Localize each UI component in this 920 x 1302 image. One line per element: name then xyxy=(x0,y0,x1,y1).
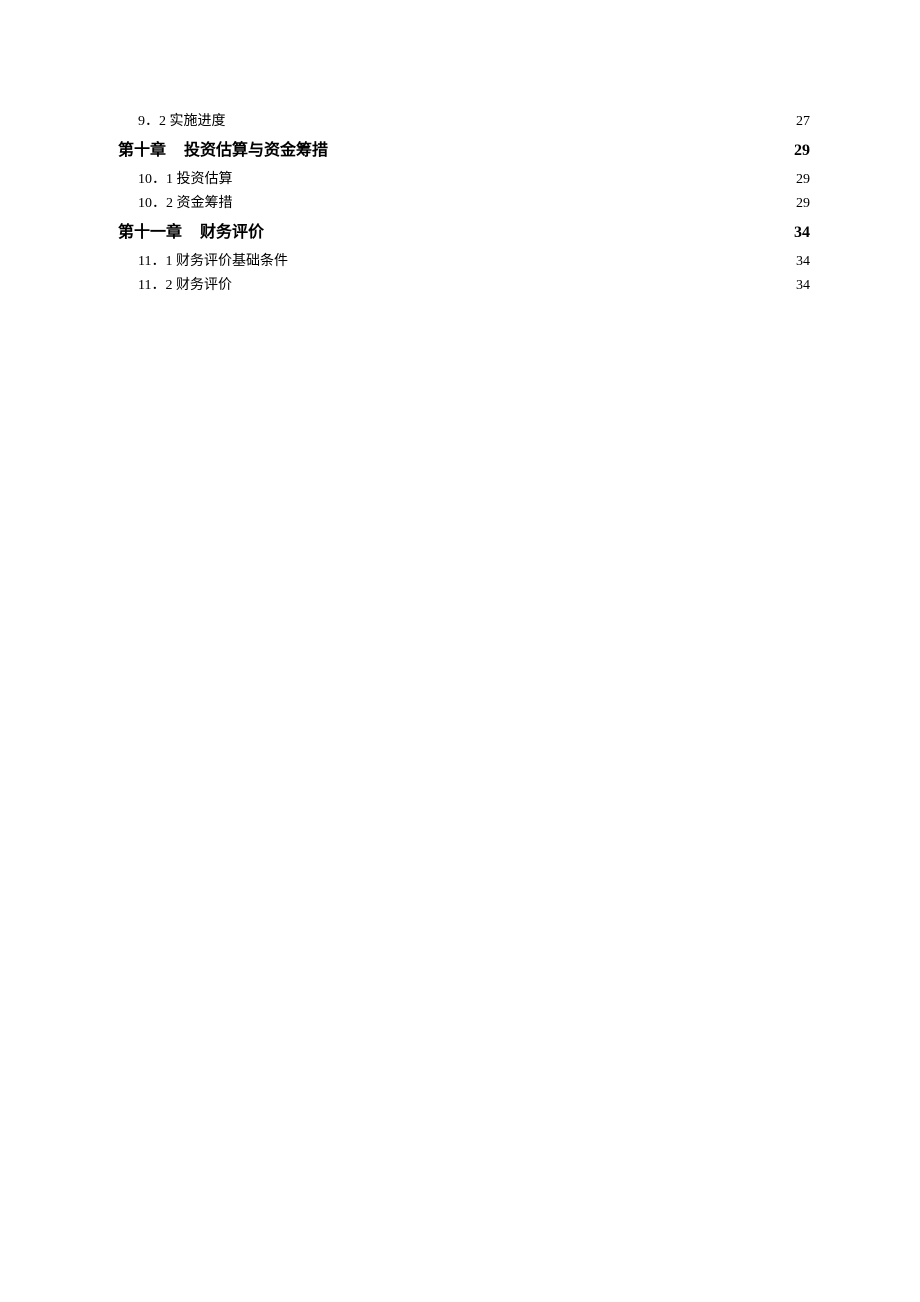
toc-page: 29 xyxy=(796,192,810,216)
toc-page: 29 xyxy=(794,134,810,168)
toc-chapter-prefix: 第十一章 xyxy=(118,216,182,250)
toc-label: 9．2 实施进度 xyxy=(138,110,226,134)
toc-page: 34 xyxy=(796,274,810,298)
toc-label: 10．2 资金筹措 xyxy=(138,192,233,216)
toc-chapter-prefix: 第十章 xyxy=(118,134,166,168)
toc-entry-sub: 9．2 实施进度 27 xyxy=(118,110,810,134)
toc-page: 27 xyxy=(796,110,810,134)
toc-entry-sub: 10．1 投资估算 29 xyxy=(118,168,810,192)
toc-entry-sub: 11．2 财务评价 34 xyxy=(118,274,810,298)
toc-entry-chapter: 第十章 投资估算与资金筹措 29 xyxy=(118,134,810,168)
toc-page: 34 xyxy=(796,250,810,274)
toc-container: 9．2 实施进度 27 第十章 投资估算与资金筹措 29 10．1 投资估算 2… xyxy=(118,110,810,298)
toc-entry-sub: 10．2 资金筹措 29 xyxy=(118,192,810,216)
toc-chapter-title: 财务评价 xyxy=(200,216,264,250)
toc-entry-sub: 11．1 财务评价基础条件 34 xyxy=(118,250,810,274)
toc-label: 10．1 投资估算 xyxy=(138,168,233,192)
toc-page: 34 xyxy=(794,216,810,250)
toc-chapter-title: 投资估算与资金筹措 xyxy=(184,134,328,168)
toc-label: 11．1 财务评价基础条件 xyxy=(138,250,288,274)
toc-entry-chapter: 第十一章 财务评价 34 xyxy=(118,216,810,250)
toc-page: 29 xyxy=(796,168,810,192)
toc-label: 11．2 财务评价 xyxy=(138,274,232,298)
